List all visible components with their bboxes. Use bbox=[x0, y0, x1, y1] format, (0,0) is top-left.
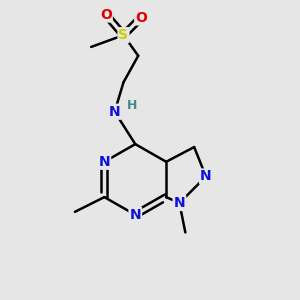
Text: N: N bbox=[98, 155, 110, 169]
Text: N: N bbox=[200, 169, 212, 184]
Text: O: O bbox=[100, 8, 112, 22]
Text: N: N bbox=[130, 208, 141, 222]
Text: S: S bbox=[118, 28, 128, 42]
Text: O: O bbox=[135, 11, 147, 25]
Text: H: H bbox=[127, 99, 137, 112]
Text: N: N bbox=[109, 105, 121, 119]
Text: N: N bbox=[174, 196, 185, 210]
